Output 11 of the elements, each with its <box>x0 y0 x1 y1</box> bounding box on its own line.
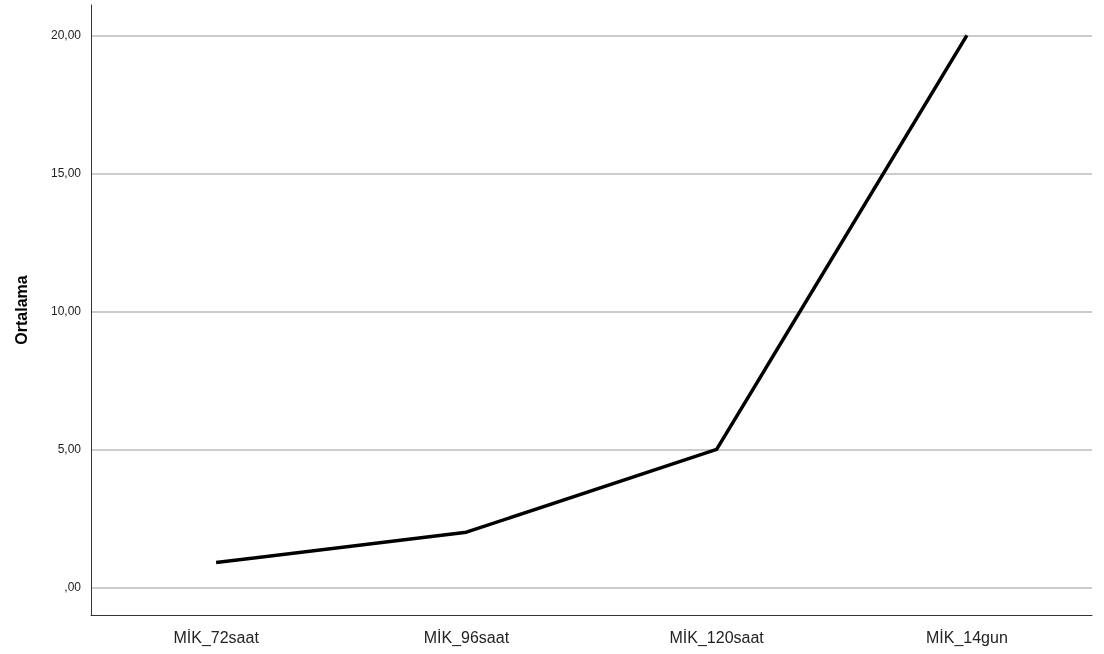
x-tick-label: MİK_120saat <box>669 627 765 647</box>
line-series <box>214 33 969 565</box>
y-tick-label: 10,00 <box>50 304 82 319</box>
x-tick-label: MİK_14gun <box>925 627 1008 647</box>
y-axis-title: Ortalama <box>12 275 30 345</box>
y-tick-label: 5,00 <box>57 442 82 457</box>
y-tick-label: 15,00 <box>50 166 82 181</box>
y-tick-label: ,00 <box>64 580 82 595</box>
x-tick-label: MİK_72saat <box>173 627 260 647</box>
y-tick-label: 20,00 <box>50 28 82 43</box>
x-tick-label: MİK_96saat <box>423 627 510 647</box>
